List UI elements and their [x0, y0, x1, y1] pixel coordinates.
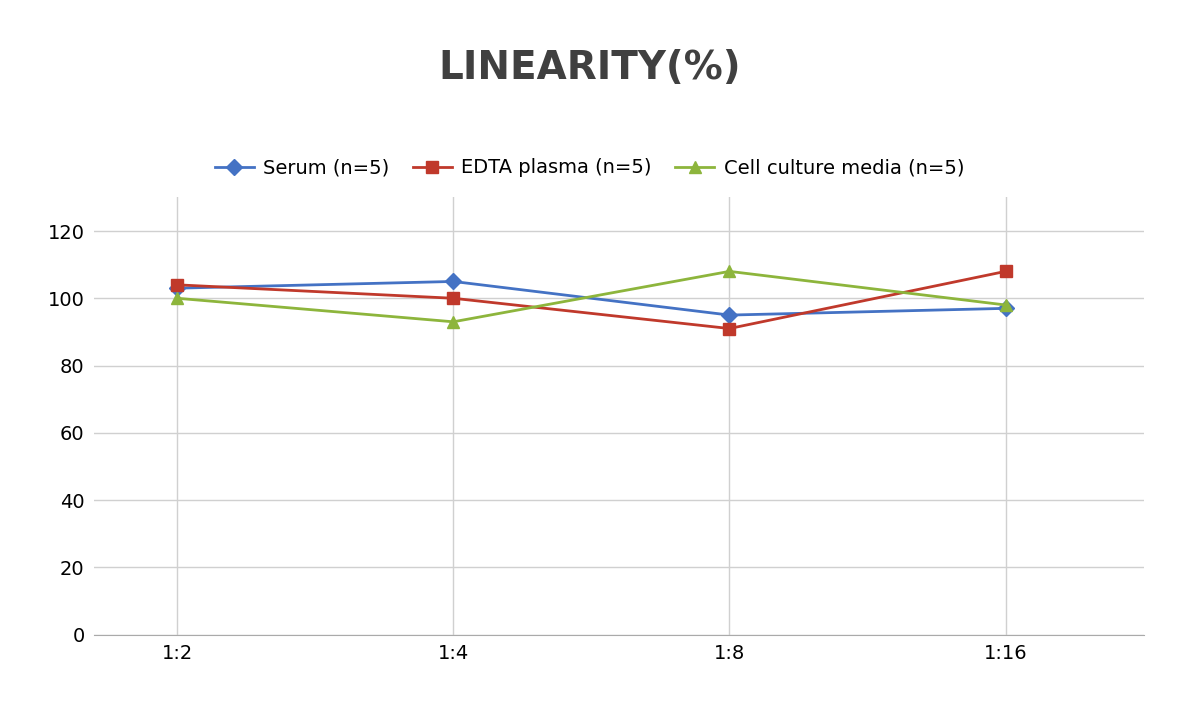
EDTA plasma (n=5): [999, 267, 1013, 276]
Cell culture media (n=5): [723, 267, 737, 276]
Line: Cell culture media (n=5): Cell culture media (n=5): [171, 265, 1012, 328]
Serum (n=5): [446, 277, 460, 286]
Line: Serum (n=5): Serum (n=5): [172, 276, 1012, 321]
Serum (n=5): [723, 311, 737, 319]
Text: LINEARITY(%): LINEARITY(%): [439, 49, 740, 87]
EDTA plasma (n=5): [446, 294, 460, 302]
Serum (n=5): [170, 284, 184, 293]
Cell culture media (n=5): [999, 301, 1013, 309]
Line: EDTA plasma (n=5): EDTA plasma (n=5): [172, 266, 1012, 334]
Cell culture media (n=5): [170, 294, 184, 302]
Cell culture media (n=5): [446, 317, 460, 326]
EDTA plasma (n=5): [723, 324, 737, 333]
Legend: Serum (n=5), EDTA plasma (n=5), Cell culture media (n=5): Serum (n=5), EDTA plasma (n=5), Cell cul…: [206, 151, 973, 185]
Serum (n=5): [999, 304, 1013, 312]
EDTA plasma (n=5): [170, 281, 184, 289]
